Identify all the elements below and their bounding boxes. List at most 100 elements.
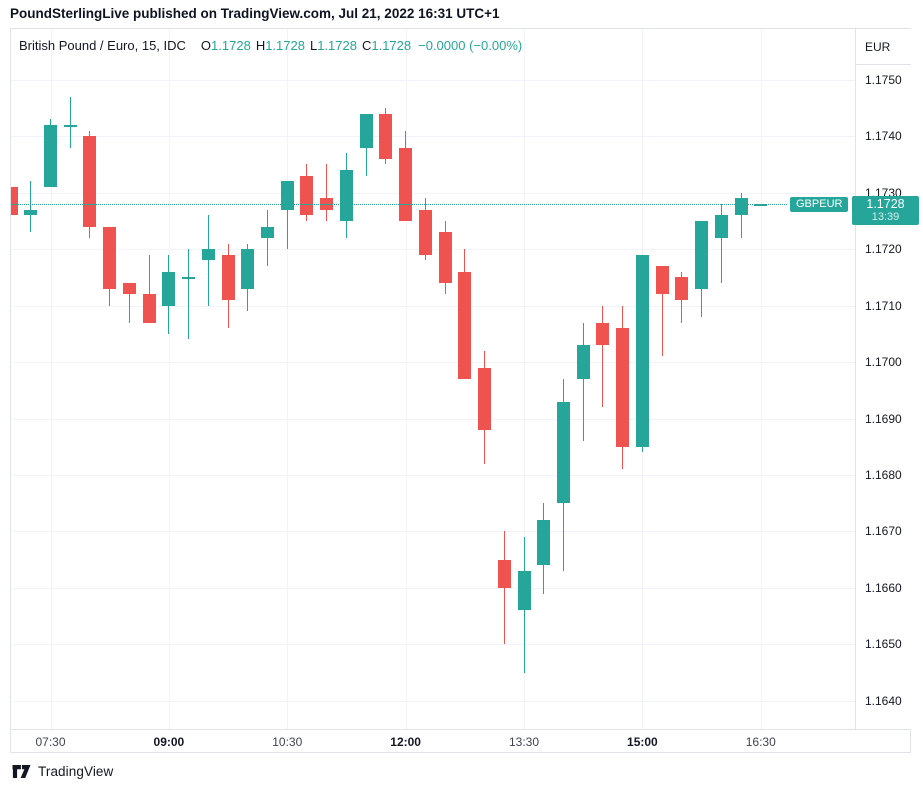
price-tick-label: 1.1700	[865, 355, 902, 370]
candle-body	[379, 113, 393, 159]
price-line-symbol-badge: GBPEUR	[790, 196, 849, 212]
last-price-value: 1.1728	[866, 197, 905, 211]
tradingview-logo-icon	[12, 764, 31, 778]
attribution-header: PoundSterlingLive published on TradingVi…	[10, 6, 500, 21]
low-value: 1.1728	[317, 38, 357, 53]
candle-body	[438, 232, 452, 284]
candle-wick	[128, 283, 130, 323]
last-price-axis-badge: 1.1728 13:39	[852, 196, 919, 225]
last-price-dotted-line	[11, 203, 787, 205]
bar-countdown: 13:39	[871, 211, 900, 223]
price-tick-label: 1.1680	[865, 467, 902, 482]
time-tick-label: 16:30	[745, 735, 776, 749]
price-gridline	[11, 531, 855, 533]
candle-body	[458, 271, 472, 379]
price-gridline	[11, 79, 855, 81]
candle-body	[754, 204, 768, 206]
high-label: H	[255, 38, 266, 53]
price-gridline	[11, 136, 855, 138]
candle-body	[339, 170, 353, 221]
candle-wick	[148, 254, 150, 323]
candle-body	[418, 209, 432, 255]
open-value: 1.1728	[211, 38, 251, 53]
candle-wick	[69, 96, 71, 148]
candle-body	[635, 254, 649, 447]
candle-body	[695, 220, 709, 289]
price-tick-label: 1.1720	[865, 242, 902, 257]
price-gridline	[11, 192, 855, 194]
price-gridline	[11, 700, 855, 702]
candle-body	[83, 136, 97, 227]
price-gridline	[11, 644, 855, 646]
time-gridline	[405, 29, 407, 729]
candle-wick	[207, 215, 209, 306]
symbol-title: British Pound / Euro, 15, IDC	[19, 38, 186, 53]
candle-body	[122, 283, 136, 295]
candle-body	[11, 187, 18, 216]
price-tick-label: 1.1650	[865, 637, 902, 652]
candle-body	[162, 271, 176, 306]
candle-body	[655, 266, 669, 295]
candle-body	[359, 113, 373, 148]
price-gridline	[11, 362, 855, 364]
time-tick-label: 13:30	[509, 735, 540, 749]
candle-body	[24, 209, 38, 216]
candle-wick	[602, 305, 604, 408]
price-tick-label: 1.1670	[865, 524, 902, 539]
change-value: −0.0000 (−0.00%)	[418, 38, 523, 53]
candle-body	[537, 520, 551, 566]
chart-legend: British Pound / Euro, 15, IDC O1.1728 H1.1…	[19, 38, 522, 53]
price-gridline	[11, 305, 855, 307]
candle-body	[576, 345, 590, 379]
time-gridline	[760, 29, 762, 729]
time-gridline	[50, 29, 52, 729]
candle-body	[221, 254, 235, 300]
candle-wick	[326, 164, 328, 221]
high-value: 1.1728	[265, 38, 305, 53]
time-gridline	[287, 29, 289, 729]
candle-wick	[267, 209, 269, 267]
time-gridline	[168, 29, 170, 729]
candle-body	[201, 249, 215, 261]
candle-body	[616, 328, 630, 447]
footer: TradingView	[12, 762, 113, 780]
tradingview-brand-link[interactable]: TradingView	[38, 763, 114, 779]
candle-wick	[661, 266, 663, 357]
candle-body	[300, 175, 314, 216]
price-tick-label: 1.1690	[865, 411, 902, 426]
close-label: C	[361, 38, 372, 53]
time-tick-label: 07:30	[35, 735, 66, 749]
candle-body	[734, 198, 748, 216]
time-tick-label: 10:30	[272, 735, 303, 749]
candle-body	[182, 277, 196, 279]
price-gridline	[11, 587, 855, 589]
price-tick-label: 1.1750	[865, 72, 902, 87]
candle-body	[596, 322, 610, 346]
price-axis[interactable]: EUR 1.1750 1.1740 1.1730 1.1720 1.1710 1.1700…	[855, 29, 911, 729]
time-tick-label: 12:00	[390, 735, 421, 749]
price-tick-label: 1.1640	[865, 693, 902, 708]
price-gridline	[11, 249, 855, 251]
candle-wick	[720, 204, 722, 284]
candle-body	[497, 559, 511, 588]
candle-body	[103, 226, 117, 289]
open-label: O	[200, 38, 212, 53]
candle-body	[478, 367, 492, 430]
close-value: 1.1728	[371, 38, 412, 53]
price-axis-currency: EUR	[856, 29, 911, 65]
time-tick-label: 09:00	[153, 735, 185, 749]
price-tick-label: 1.1740	[865, 129, 902, 144]
candle-body	[399, 147, 413, 221]
time-tick-label: 15:00	[627, 735, 658, 749]
price-tick-label: 1.1660	[865, 580, 902, 595]
candle-wick	[582, 322, 584, 442]
candle-body	[280, 181, 294, 210]
chart-widget: British Pound / Euro, 15, IDC O1.1728 H1.1…	[10, 28, 919, 753]
price-gridline	[11, 418, 855, 420]
candle-wick	[740, 192, 742, 238]
time-axis[interactable]: 07:30 09:00 10:30 12:00 13:30 15:00 16:30	[11, 729, 910, 752]
candle-wick	[286, 181, 288, 250]
low-label: L	[309, 38, 318, 53]
chart-plot-area[interactable]	[11, 29, 855, 729]
